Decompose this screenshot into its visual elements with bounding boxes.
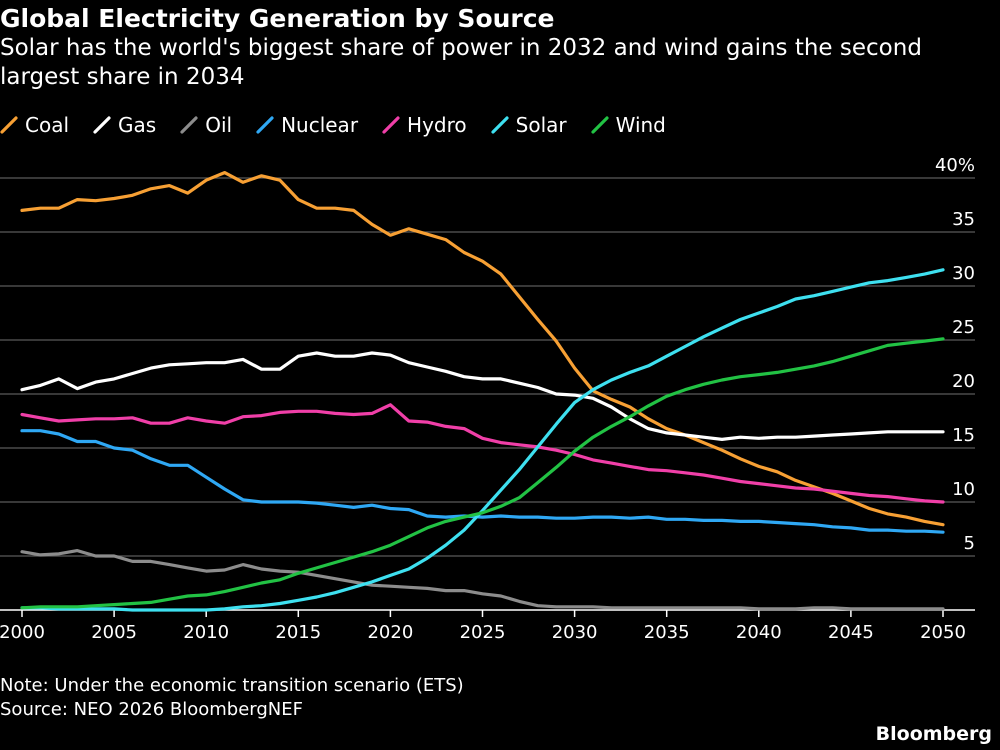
- x-tick-label: 2010: [183, 622, 229, 643]
- y-tick-label: 15: [952, 425, 975, 446]
- legend-swatch-nuclear: [256, 116, 274, 134]
- y-axis-labels: 5 10 15 20 25 30 35 40%: [935, 155, 975, 554]
- legend-swatch-gas: [93, 116, 111, 134]
- legend: Coal Gas Oil Nuclear Hydro Solar Wind: [0, 112, 690, 138]
- series-line-gas: [20, 351, 945, 441]
- x-tick-label: 2025: [460, 622, 506, 643]
- legend-swatch-wind: [591, 116, 609, 134]
- legend-item-gas: Gas: [93, 113, 156, 137]
- y-tick-label: 25: [952, 317, 975, 338]
- x-tick-label: 2045: [828, 622, 874, 643]
- legend-label-solar: Solar: [515, 113, 567, 137]
- y-tick-label: 35: [952, 209, 975, 230]
- chart-title: Global Electricity Generation by Source: [0, 4, 555, 33]
- series-line-wind: [20, 337, 945, 610]
- x-tick-label: 2035: [644, 622, 690, 643]
- legend-swatch-oil: [180, 116, 198, 134]
- series-line-nuclear: [20, 429, 945, 534]
- x-tick-label: 2040: [736, 622, 782, 643]
- legend-label-wind: Wind: [615, 113, 666, 137]
- legend-label-coal: Coal: [25, 113, 70, 137]
- legend-label-hydro: Hydro: [407, 113, 467, 137]
- source-credit: Source: NEO 2026 BloombergNEF: [0, 699, 303, 720]
- legend-item-wind: Wind: [591, 113, 666, 137]
- legend-item-hydro: Hydro: [382, 113, 467, 137]
- grid-lines: [0, 177, 975, 557]
- x-axis: 2000 2005 2010 2015 2020 2025 2030 2035 2040 2045…: [0, 609, 975, 643]
- legend-label-gas: Gas: [118, 113, 157, 137]
- series-line-oil: [20, 549, 945, 611]
- x-tick-label: 2020: [367, 622, 413, 643]
- series-line-hydro: [20, 403, 945, 504]
- x-tick-label: 2005: [91, 622, 137, 643]
- legend-label-nuclear: Nuclear: [281, 113, 359, 137]
- chart-subtitle: Solar has the world's biggest share of p…: [0, 35, 922, 90]
- y-tick-label: 10: [952, 479, 975, 500]
- legend-label-oil: Oil: [205, 113, 233, 137]
- legend-item-solar: Solar: [491, 113, 567, 137]
- brand-logo: Bloomberg: [875, 723, 992, 745]
- series-line-solar: [20, 268, 945, 612]
- x-tick-label: 2015: [275, 622, 321, 643]
- legend-swatch-solar: [491, 116, 509, 134]
- x-tick-label: 2000: [0, 622, 45, 643]
- series-lines: [20, 171, 945, 612]
- legend-item-coal: Coal: [0, 113, 69, 137]
- series-line-coal: [20, 171, 945, 527]
- footnote: Note: Under the economic transition scen…: [0, 675, 464, 696]
- legend-item-oil: Oil: [180, 113, 232, 137]
- legend-swatch-hydro: [382, 116, 400, 134]
- y-tick-label: 20: [952, 371, 975, 392]
- x-tick-label: 2050: [920, 622, 966, 643]
- legend-item-nuclear: Nuclear: [256, 113, 358, 137]
- y-tick-label: 5: [964, 533, 975, 554]
- y-tick-label: 30: [952, 263, 975, 284]
- y-tick-label: 40%: [935, 155, 975, 176]
- x-tick-label: 2030: [552, 622, 598, 643]
- legend-swatch-coal: [0, 116, 18, 134]
